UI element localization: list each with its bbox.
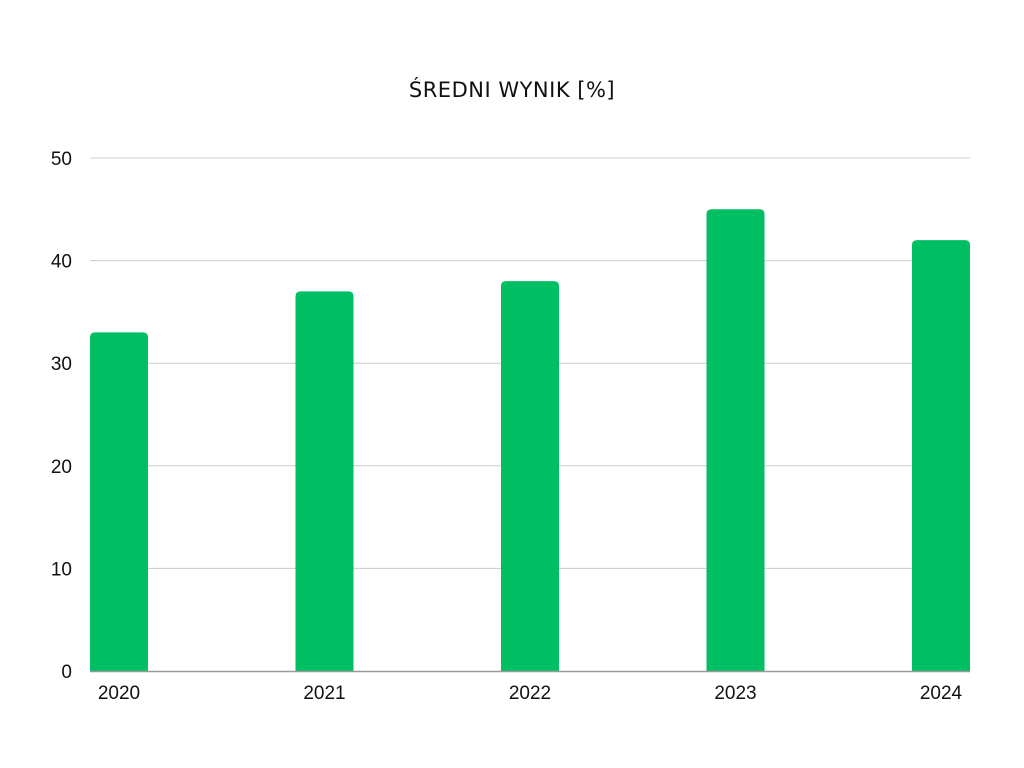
y-tick-label: 20 (51, 457, 72, 478)
x-tick-label: 2020 (98, 683, 140, 704)
y-tick-label: 50 (51, 149, 72, 170)
bars (90, 209, 970, 672)
y-tick-label: 10 (51, 559, 72, 580)
x-tick-label: 2021 (303, 683, 345, 704)
bar-2020 (90, 332, 148, 671)
y-tick-label: 0 (61, 662, 72, 683)
y-tick-label: 40 (51, 252, 72, 273)
x-tick-label: 2024 (920, 683, 963, 704)
tick-labels: 0 10 20 30 40 50 2020 2021 2022 2023 2024 (51, 149, 963, 704)
bar-2021 (295, 291, 354, 671)
x-tick-label: 2022 (509, 683, 551, 704)
x-tick-label: 2023 (714, 683, 756, 704)
bar-2024 (912, 240, 970, 671)
chart-title: ŚREDNI WYNIK [%] (408, 78, 616, 102)
bar-2023 (706, 209, 765, 672)
bar-2022 (501, 281, 559, 671)
y-tick-label: 30 (51, 354, 72, 375)
